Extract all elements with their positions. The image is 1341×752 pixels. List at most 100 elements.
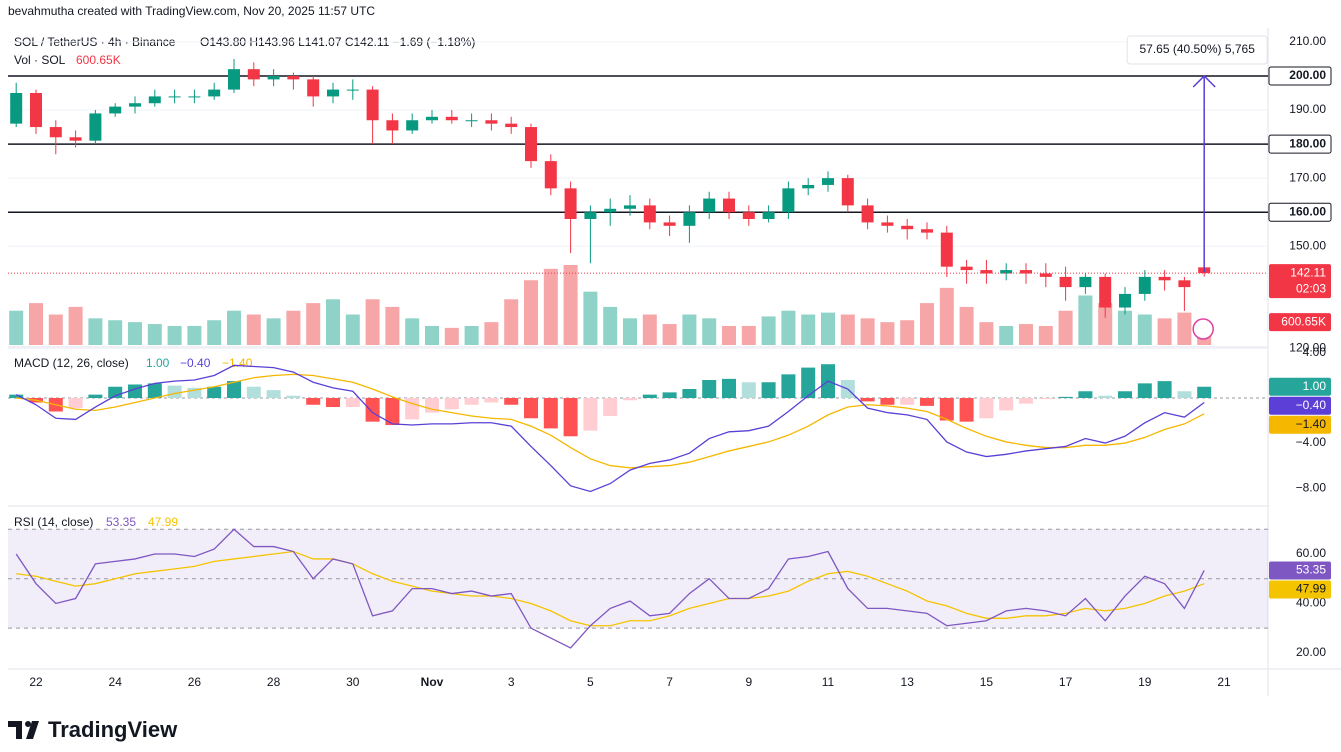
histogram-bar: [345, 398, 360, 408]
histogram-bar: [900, 398, 915, 405]
measure-tooltip: [1126, 35, 1268, 65]
volume-bar: [306, 303, 321, 345]
x-tick-label: 22: [29, 675, 43, 689]
volume-bar: [603, 306, 618, 345]
volume-bar: [266, 318, 281, 345]
x-tick-label: 28: [267, 675, 281, 689]
volume-bar: [1157, 318, 1172, 345]
candle-body: [148, 96, 161, 104]
measure-label: 57.65 (40.50%) 5,765: [1139, 42, 1255, 56]
price-tag: [1269, 415, 1331, 434]
volume-bar: [286, 310, 301, 345]
candle-body: [228, 69, 240, 90]
candle-body: [742, 212, 755, 219]
histogram-bar: [365, 398, 380, 422]
candle-body: [802, 184, 815, 189]
x-tick-label: Nov: [421, 675, 444, 689]
candle-body: [406, 120, 419, 131]
volume-bar: [167, 325, 182, 345]
volume-bar: [345, 314, 360, 345]
candle-body: [247, 69, 260, 80]
volume-bar: [979, 322, 994, 345]
histogram-bar: [563, 398, 578, 437]
volume-bar: [642, 314, 657, 345]
candle-body: [49, 127, 62, 138]
candle-body: [188, 96, 201, 98]
histogram-bar: [1197, 386, 1212, 399]
histogram-bar: [1098, 395, 1113, 399]
histogram-bar: [543, 398, 558, 429]
volume-bar: [147, 324, 162, 345]
price-tag-label: 160.00: [1289, 204, 1326, 218]
histogram-bar: [1137, 383, 1152, 399]
candle-body: [624, 205, 636, 209]
y-tick-label: 20.00: [1296, 645, 1326, 659]
histogram-bar: [920, 398, 934, 406]
volume-bar: [1078, 295, 1093, 345]
y-tick-label: 210.00: [1289, 34, 1326, 48]
volume-bar: [48, 314, 63, 345]
volume-bar: [1038, 325, 1053, 345]
volume-bar: [425, 325, 439, 345]
candle-body: [208, 89, 221, 97]
candle-body: [564, 188, 577, 219]
candle-body: [129, 103, 141, 107]
volume-bar: [405, 318, 420, 345]
volume-bar: [563, 265, 578, 345]
y-tick-label: −4.00: [1296, 435, 1327, 449]
histogram-bar: [979, 398, 994, 419]
histogram-bar: [108, 386, 123, 399]
histogram-bar: [1118, 391, 1132, 399]
candle-body: [10, 93, 23, 124]
volume-bar: [702, 318, 717, 345]
histogram-bar: [761, 382, 776, 399]
volume-bar: [1137, 314, 1152, 345]
x-tick-label: 15: [980, 675, 994, 689]
candle-body: [643, 205, 656, 223]
histogram-bar: [88, 394, 103, 399]
macd-legend-signal: −1.40: [222, 356, 253, 370]
price-tag-label: 47.99: [1296, 582, 1326, 596]
volume-bar: [880, 322, 895, 345]
rsi-legend: 53.35: [106, 515, 136, 529]
histogram-bar: [1038, 398, 1053, 400]
candle-body: [544, 161, 557, 189]
volume-bar: [999, 325, 1014, 345]
price-tag-label: 200.00: [1289, 68, 1326, 82]
rsi-line: [15, 528, 1205, 649]
candle-body: [485, 120, 498, 124]
price-tag: [1268, 134, 1332, 154]
price-tag: [1268, 66, 1332, 86]
volume-bar: [365, 299, 380, 345]
candle-body: [327, 89, 339, 97]
candle-body: [1099, 276, 1112, 308]
candle-body: [426, 116, 438, 121]
measure-arrow-head: [1192, 74, 1216, 88]
volume-bar: [227, 310, 241, 345]
candle-body: [584, 212, 597, 219]
histogram-bar: [702, 379, 717, 399]
candle-body: [465, 120, 478, 122]
brand-logo: [8, 721, 39, 739]
y-tick-label: 120.00: [1289, 341, 1326, 355]
candle-body: [386, 120, 399, 131]
candle-body: [168, 96, 181, 98]
histogram-bar: [425, 398, 439, 413]
candle-body: [1039, 273, 1052, 277]
price-tag-label: −1.40: [1296, 417, 1327, 431]
candle-body: [881, 222, 894, 226]
price-tag-label: 600.65K: [1281, 314, 1326, 328]
candle-body: [901, 225, 914, 230]
histogram-bar: [167, 385, 182, 399]
histogram-bar: [68, 398, 83, 409]
x-tick-label: 3: [508, 675, 515, 689]
histogram-bar: [504, 398, 519, 405]
histogram-bar: [583, 398, 598, 431]
candle-body: [445, 116, 458, 121]
x-tick-label: 26: [188, 675, 202, 689]
candle-body: [366, 89, 379, 121]
x-tick-label: 19: [1138, 675, 1152, 689]
y-tick-label: −8.00: [1296, 480, 1327, 494]
signal-line: [16, 373, 1205, 469]
